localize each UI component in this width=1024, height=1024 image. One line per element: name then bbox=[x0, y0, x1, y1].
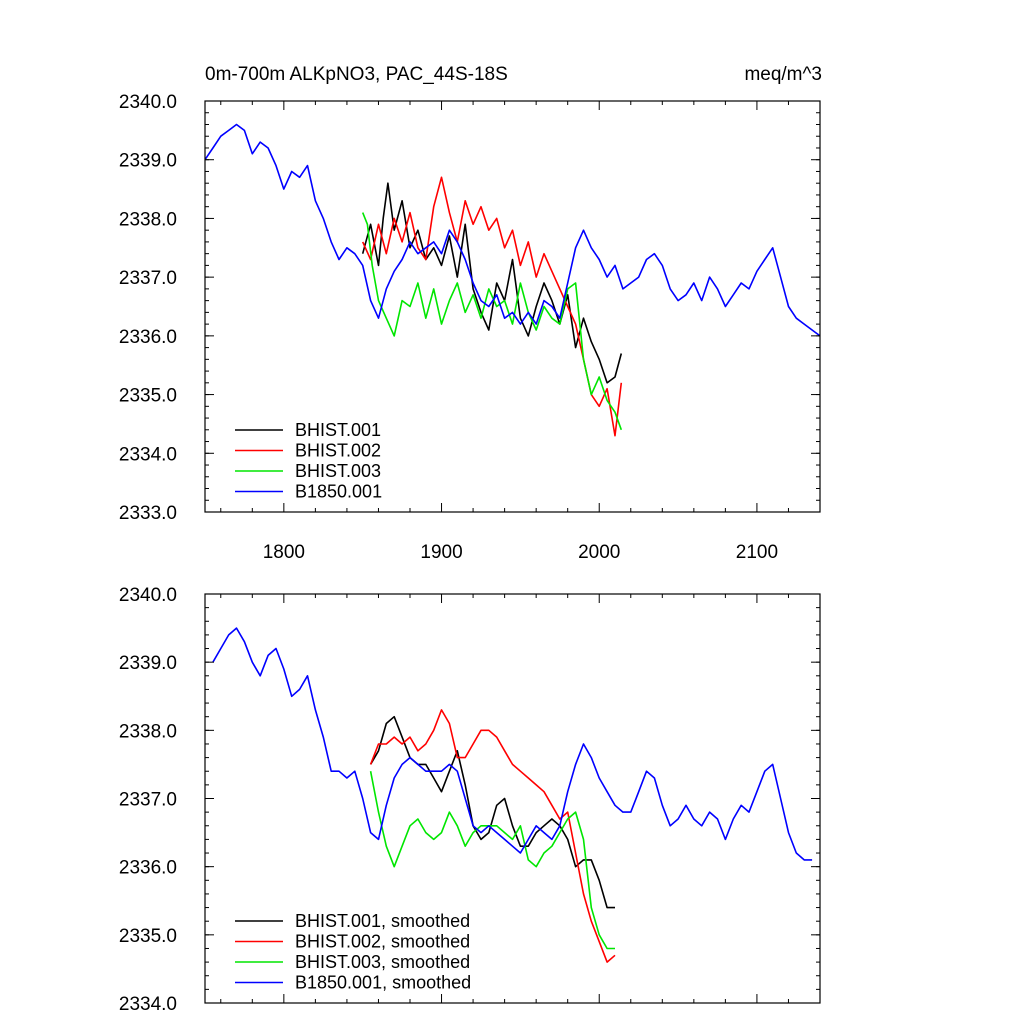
bottom-ytick-label: 2339.0 bbox=[119, 653, 177, 674]
bottom-ytick-label: 2336.0 bbox=[119, 858, 177, 879]
bottom-legend-label-1: BHIST.001, smoothed bbox=[295, 911, 470, 931]
bottom-ytick-label: 2337.0 bbox=[119, 790, 177, 811]
bottom-panel: 2334.0 2335.0 2336.0 2337.0 2338.0 2339.0 2340… bbox=[119, 585, 821, 1015]
top-ytick-label: 2335.0 bbox=[119, 386, 177, 407]
top-legend-label-1: BHIST.001 bbox=[295, 420, 381, 440]
bottom-ytick-label: 2340.0 bbox=[119, 585, 177, 606]
top-ytick-label: 2338.0 bbox=[119, 209, 177, 230]
top-legend-label-4: B1850.001 bbox=[295, 482, 382, 502]
top-ytick-label: 2336.0 bbox=[119, 327, 177, 348]
top-xtick-label: 1800 bbox=[263, 542, 305, 563]
top-xtick-label: 1900 bbox=[420, 542, 462, 563]
bottom-ytick-label: 2335.0 bbox=[119, 926, 177, 947]
top-ytick-label: 2334.0 bbox=[119, 444, 177, 465]
bottom-series-line-2 bbox=[369, 709, 616, 963]
top-ytick-label: 2339.0 bbox=[119, 151, 177, 172]
top-plot-frame bbox=[204, 100, 821, 513]
top-ytick-label: 2340.0 bbox=[119, 92, 177, 113]
top-legend-label-3: BHIST.003 bbox=[295, 461, 381, 481]
top-panel-title: 0m-700m ALKpNO3, PAC_44S-18S bbox=[205, 64, 508, 85]
bottom-ytick-label: 2334.0 bbox=[119, 994, 177, 1015]
top-panel: 0m-700m ALKpNO3, PAC_44S-18S meq/m^3 233… bbox=[119, 64, 822, 563]
bottom-legend-label-3: BHIST.003, smoothed bbox=[295, 952, 470, 972]
top-ytick-label: 2333.0 bbox=[119, 503, 177, 524]
bottom-series-line-4 bbox=[212, 627, 813, 861]
bottom-ytick-label: 2338.0 bbox=[119, 721, 177, 742]
top-ytick-label: 2337.0 bbox=[119, 268, 177, 289]
top-xtick-label: 2000 bbox=[578, 542, 620, 563]
bottom-series-line-1 bbox=[369, 715, 615, 909]
bottom-series-line-3 bbox=[369, 771, 615, 950]
top-xtick-label: 2100 bbox=[736, 542, 778, 563]
top-panel-units: meq/m^3 bbox=[744, 64, 822, 85]
bottom-legend-label-2: BHIST.002, smoothed bbox=[295, 932, 470, 952]
bottom-legend-label-4: B1850.001, smoothed bbox=[295, 973, 471, 993]
top-series-line-4 bbox=[205, 123, 820, 337]
top-series-line-2 bbox=[361, 176, 623, 437]
top-series-line-3 bbox=[361, 212, 623, 431]
top-legend-label-2: BHIST.002 bbox=[295, 441, 381, 461]
